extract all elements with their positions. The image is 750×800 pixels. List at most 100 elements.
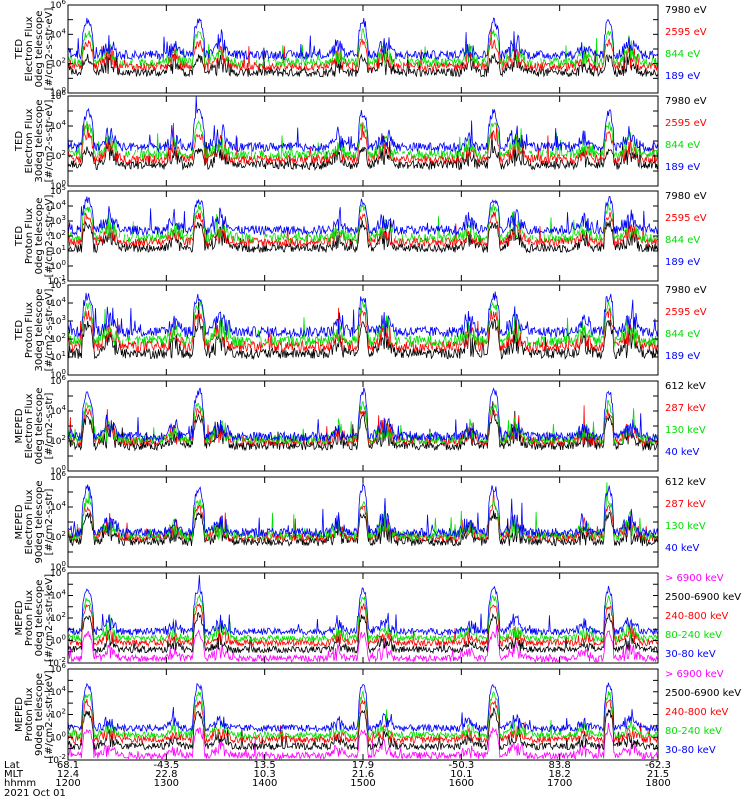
x-tick-label-hhmm: 1400 (252, 778, 277, 789)
series-line (67, 612, 659, 655)
y-tick-label: 104 (50, 296, 66, 309)
y-axis-label-line: 0deg telescope (34, 11, 45, 88)
y-axis-label: MEPEDProton flux90deg telescope[#/cm2-s-… (14, 670, 55, 758)
legend-entry: 7980 eV (665, 191, 707, 202)
legend-entry: 2500-6900 keV (665, 592, 741, 603)
x-row-label-date: 2021 Oct 01 (4, 788, 66, 799)
series-line (67, 46, 659, 78)
series-line (67, 594, 659, 643)
y-axis-label-line: Electron Flux (24, 108, 35, 173)
legend-entry: 287 keV (665, 499, 706, 510)
legend-entry: 7980 eV (665, 5, 707, 16)
y-axis-label-line: TED (14, 131, 25, 152)
series-line (67, 482, 659, 542)
y-tick-label: 104 (50, 589, 66, 602)
legend-entry: 240-800 keV (665, 611, 729, 622)
y-axis-label-line: MEPED (14, 504, 25, 539)
x-tick-label-lat: 83.8 (549, 760, 571, 771)
legend-entry: 844 eV (665, 49, 700, 60)
y-tick-label: 100 (50, 730, 66, 743)
y-tick-label: 106 (50, 89, 66, 102)
y-tick-label: 103 (50, 214, 66, 227)
legend-entry: 612 keV (665, 477, 706, 488)
legend-entry: 189 eV (665, 71, 700, 82)
y-axis-label-line: [#/cm2-s-str] (44, 392, 55, 459)
y-tick-label: 104 (50, 119, 66, 132)
x-tick-label-mlt: 18.2 (549, 769, 571, 780)
series-line (67, 196, 659, 236)
y-axis-label-line: [#/cm2-s-str-keV] (44, 670, 55, 758)
legend-entry: 189 eV (665, 257, 700, 268)
y-tick-label: 104 (50, 27, 66, 40)
y-tick-label: 106 (50, 662, 66, 675)
series-line (67, 387, 659, 443)
y-tick-label: 102 (50, 530, 66, 543)
x-tick-label-hhmm: 1300 (154, 778, 179, 789)
legend-entry: 844 eV (665, 235, 700, 246)
y-axis-label-line: 0deg telescope (34, 580, 45, 657)
x-tick-label-lat: 68.1 (57, 760, 79, 771)
series-line (67, 120, 659, 160)
series-line (67, 95, 659, 153)
y-axis-label: TEDProton Flux30deg telescope[#/cm2-s-st… (14, 288, 55, 371)
y-axis-label-line: [#/cm2-s-str-eV] (44, 289, 55, 372)
y-tick-label: 101 (50, 244, 66, 257)
series-line (67, 510, 659, 547)
y-tick-label: 100 (50, 179, 66, 192)
y-tick-label: 10-2 (48, 753, 66, 766)
y-tick-label: 100 (50, 634, 66, 647)
x-tick-label-lat: -62.3 (645, 760, 671, 771)
series-line (67, 689, 659, 740)
x-row-label-mlt: MLT (4, 769, 24, 780)
y-tick-label: 101 (50, 350, 66, 363)
legend-entry: 2595 eV (665, 118, 707, 129)
y-axis-label: TEDProton Flux0deg telescope[#/cm2-s-str… (14, 195, 55, 278)
y-axis-label-line: Proton flux (24, 687, 35, 741)
series-line (67, 211, 659, 248)
legend-entry: 7980 eV (665, 285, 707, 296)
series-line (67, 698, 659, 745)
y-tick-label: 102 (50, 708, 66, 721)
y-axis-label-line: 30deg telescope (34, 288, 45, 371)
x-row-label-lat: Lat (4, 760, 20, 771)
x-tick-label-hhmm: 1200 (55, 778, 80, 789)
y-axis-label-line: [#/cm2-s-str-eV] (44, 195, 55, 278)
y-tick-label: 106 (50, 566, 66, 579)
y-tick-label: 102 (50, 434, 66, 447)
legend-entry: 80-240 keV (665, 630, 722, 641)
y-axis-label-line: Electron Flux (24, 393, 35, 458)
y-axis-label-line: 0deg telescope (34, 388, 45, 465)
x-tick-label-mlt: 10.1 (450, 769, 472, 780)
series-line (67, 707, 659, 752)
y-tick-label: 104 (50, 500, 66, 513)
y-axis-label: MEPEDElectron Flux0deg telescope[#/cm2-s… (14, 388, 55, 465)
y-axis-label-line: [#/cm2-s-str-eV] (44, 8, 55, 91)
y-axis-label-line: TED (14, 320, 25, 341)
x-row-label-hhmm: hhmm (4, 778, 36, 789)
y-tick-label: 105 (50, 278, 66, 291)
legend-entry: 30-80 keV (665, 745, 716, 756)
legend-entry: 40 keV (665, 543, 699, 554)
y-tick-label: 103 (50, 314, 66, 327)
y-axis-label-line: 0deg telescope (34, 198, 45, 275)
series-line (67, 483, 659, 539)
series-line (67, 291, 659, 339)
series-line (67, 301, 659, 361)
y-tick-label: 106 (50, 0, 66, 11)
x-tick-label-hhmm: 1500 (350, 778, 375, 789)
y-axis-label: TEDElectron Flux30deg telescope[#/cm2-s-… (14, 99, 55, 182)
x-tick-label-hhmm: 1700 (547, 778, 572, 789)
y-tick-label: 100 (50, 464, 66, 477)
y-tick-label: 104 (50, 685, 66, 698)
y-axis-label-line: 90deg telescope (34, 673, 45, 756)
legend-entry: 2595 eV (665, 307, 707, 318)
series-line (67, 491, 659, 543)
y-tick-label: 10-2 (48, 656, 66, 669)
y-tick-label: 102 (50, 149, 66, 162)
y-axis-label: MEPEDElectron Flux90deg telescope[#/cm2-… (14, 480, 55, 563)
